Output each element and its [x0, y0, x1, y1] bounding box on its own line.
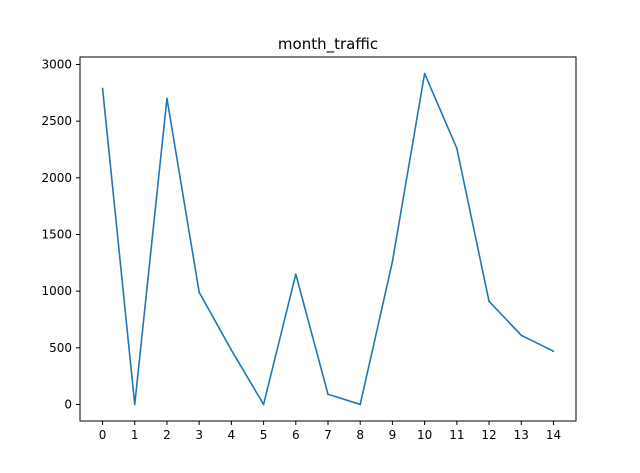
x-tick-label: 9: [389, 428, 397, 442]
x-tick-label: 7: [324, 428, 332, 442]
plot-area-frame: [79, 56, 577, 422]
x-tick-label: 13: [514, 428, 529, 442]
data-point: [456, 147, 458, 150]
data-point: [133, 403, 136, 406]
x-tick-label: 6: [292, 428, 300, 442]
data-point: [327, 393, 329, 396]
series-layer: [101, 72, 555, 406]
data-point: [262, 403, 265, 406]
x-axis: 0 1 2 3 4 5 6 7 8 9 10 11 12 13 14: [99, 421, 561, 442]
y-tick-label: 2500: [41, 114, 72, 128]
data-point: [488, 300, 490, 303]
y-tick-label: 0: [64, 397, 72, 411]
data-point: [166, 97, 168, 100]
x-tick-label: 3: [195, 428, 203, 442]
x-tick-label: 14: [546, 428, 561, 442]
x-tick-label: 12: [481, 428, 496, 442]
x-tick-label: 10: [417, 428, 432, 442]
x-tick-label: 11: [449, 428, 464, 442]
x-tick-label: 5: [260, 428, 268, 442]
y-axis: 0 500 1000 1500 2000 2500 3000: [41, 57, 80, 411]
y-tick-label: 500: [49, 341, 72, 355]
x-tick-label: 4: [228, 428, 236, 442]
data-point: [423, 72, 426, 75]
data-point: [294, 273, 297, 275]
data-point: [391, 260, 394, 263]
x-tick-label: 8: [356, 428, 364, 442]
y-tick-label: 1500: [41, 227, 72, 241]
x-tick-label: 2: [163, 428, 171, 442]
y-tick-label: 2000: [41, 171, 72, 185]
chart-title: month_traffic: [278, 35, 378, 54]
y-tick-label: 1000: [41, 284, 72, 298]
data-point: [520, 334, 523, 337]
series-line: [101, 72, 554, 406]
data-point: [101, 87, 104, 90]
y-tick-label: 3000: [41, 57, 72, 71]
x-tick-label: 0: [99, 428, 107, 442]
data-point: [230, 349, 233, 351]
data-point: [552, 350, 555, 352]
data-point: [198, 291, 200, 294]
data-point: [359, 403, 362, 406]
x-tick-label: 1: [131, 428, 139, 442]
